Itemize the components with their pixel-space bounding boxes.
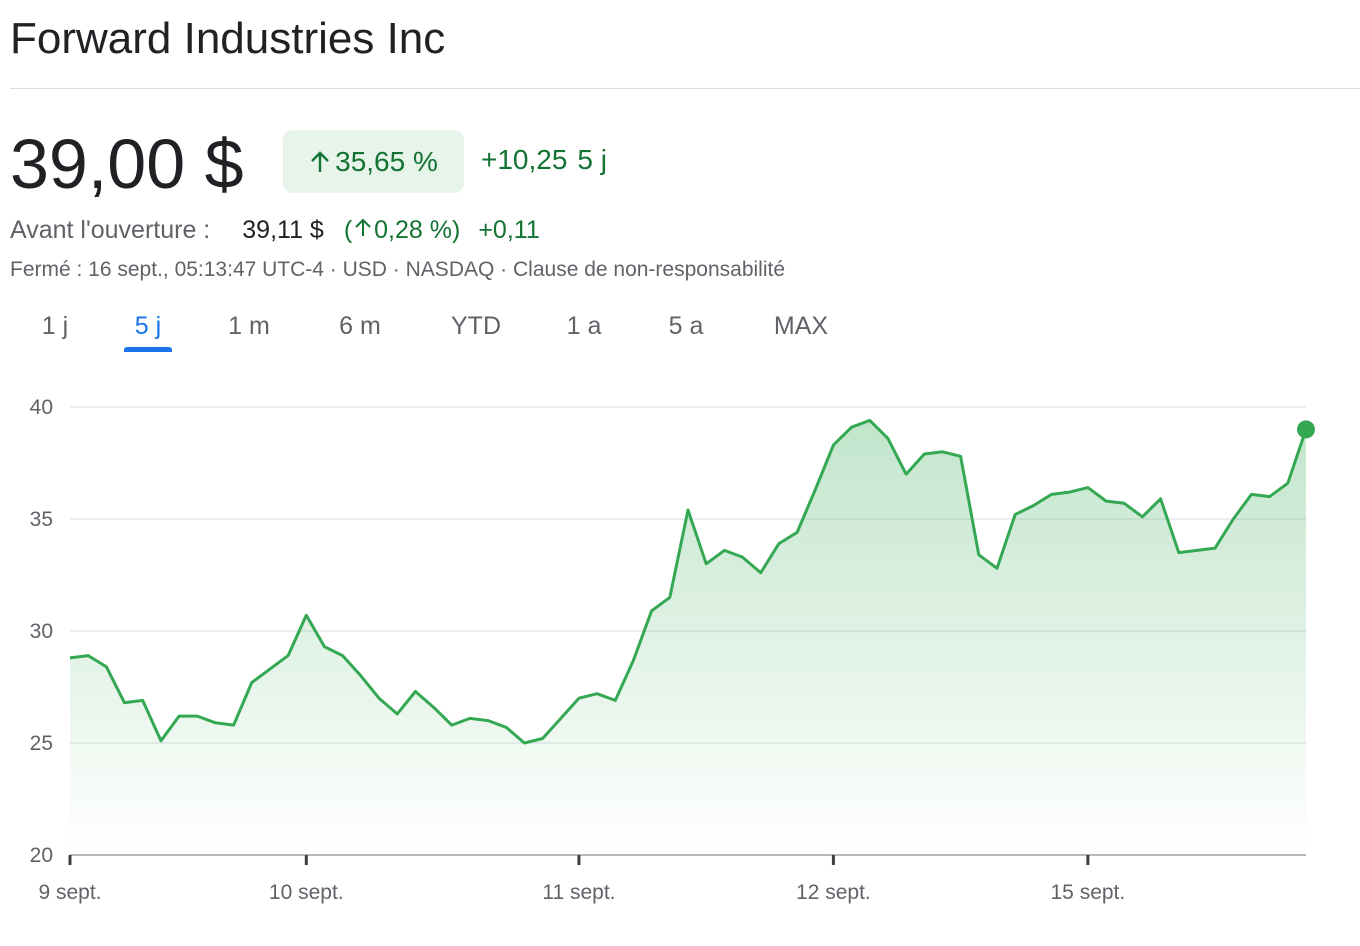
y-tick-label: 40 (30, 396, 53, 419)
tab-5j[interactable]: 5 j (134, 312, 162, 340)
range-tabs: 1 j 5 j 1 m 6 m YTD 1 a 5 a MAX (0, 306, 900, 356)
tab-ytd[interactable]: YTD (451, 312, 501, 340)
y-tick-label: 20 (30, 844, 53, 867)
tab-1j[interactable]: 1 j (41, 312, 69, 340)
premarket-change-abs: +0,11 (478, 216, 540, 244)
premarket-change: ( 0,28 % ) (344, 216, 461, 245)
change-percent-badge: 35,65 % (283, 130, 464, 193)
x-tick-label: 9 sept. (38, 881, 101, 904)
price-area-fill (70, 420, 1306, 855)
active-tab-indicator (124, 347, 172, 352)
change-percent-value: 35,65 % (335, 145, 438, 177)
y-tick-label: 30 (30, 620, 53, 643)
price-line (69, 418, 1308, 745)
y-tick-label: 35 (30, 508, 53, 531)
market-status: Fermé : 16 sept., 05:13:47 UTC-4 · USD ·… (10, 258, 513, 281)
last-price-marker[interactable] (1297, 420, 1315, 439)
change-abs-value: +10,25 (481, 144, 568, 175)
x-axis: 9 sept. 10 sept. 11 sept. 12 sept. 15 sept. (38, 854, 1306, 904)
premarket-row: Avant l'ouverture : 39,11 $ ( 0,28 % ) +… (10, 216, 540, 245)
change-period: 5 j (577, 144, 607, 175)
tab-1a[interactable]: 1 a (566, 312, 602, 340)
premarket-close-paren: ) (452, 216, 461, 244)
current-price: 39,00 $ (10, 125, 244, 203)
arrow-up-icon (309, 150, 331, 174)
premarket-change-percent: 0,28 % (374, 216, 452, 244)
arrow-up-icon (352, 216, 374, 245)
disclaimer-link[interactable]: Clause de non-responsabilité (513, 258, 786, 281)
tab-max[interactable]: MAX (773, 312, 829, 340)
y-tick-label: 25 (30, 732, 53, 755)
x-tick-label: 12 sept. (796, 881, 871, 904)
x-tick-label: 10 sept. (269, 881, 344, 904)
price-chart: 40 35 30 25 20 9 sept. 10 sept. 11 sept. 12 sep… (30, 396, 1315, 904)
change-abs-text: +10,25 5 j (481, 144, 607, 176)
header-divider (10, 88, 1360, 89)
x-tick-label: 15 sept. (1051, 881, 1126, 904)
tab-1m[interactable]: 1 m (228, 312, 270, 340)
premarket-open-paren: ( (343, 216, 353, 244)
page-title: Forward Industries Inc (10, 14, 446, 63)
x-tick-label: 11 sept. (542, 881, 615, 904)
premarket-price: 39,11 $ (242, 216, 324, 244)
tab-6m[interactable]: 6 m (339, 312, 381, 340)
y-axis-labels: 40 35 30 25 20 (30, 396, 53, 867)
market-meta: Fermé : 16 sept., 05:13:47 UTC-4 · USD ·… (10, 258, 785, 282)
premarket-label: Avant l'ouverture : (10, 216, 211, 244)
tab-5a[interactable]: 5 a (668, 312, 704, 340)
